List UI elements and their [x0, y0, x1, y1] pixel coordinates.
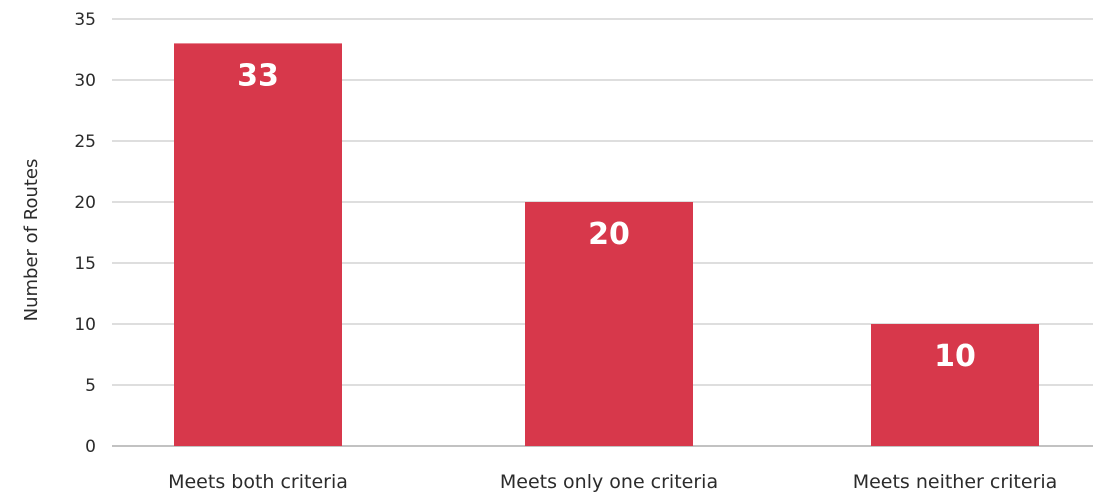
x-category-label: Meets both criteria	[168, 471, 348, 493]
bar	[174, 43, 342, 447]
data-labels: 33 20 10	[237, 58, 976, 374]
bar-value-label: 33	[237, 58, 279, 93]
x-category-label: Meets only one criteria	[500, 471, 718, 493]
y-tick-label: 25	[74, 132, 96, 152]
x-axis-categories: Meets both criteria Meets only one criter…	[168, 471, 1057, 493]
y-tick-label: 15	[74, 254, 96, 274]
y-tick-label: 20	[74, 193, 96, 213]
bar	[871, 324, 1039, 446]
bars	[174, 43, 1039, 447]
y-tick-label: 35	[74, 10, 96, 30]
bar	[525, 202, 693, 446]
bar-value-label: 20	[588, 217, 630, 252]
y-tick-label: 0	[85, 437, 96, 457]
y-axis-ticks: 0 5 10 15 20 25 30 35	[74, 10, 96, 457]
y-tick-label: 30	[74, 71, 96, 91]
y-tick-label: 5	[85, 376, 96, 396]
x-category-label: Meets neither criteria	[853, 471, 1058, 493]
y-axis-title: Number of Routes	[21, 159, 42, 322]
y-tick-label: 10	[74, 315, 96, 335]
bar-value-label: 10	[934, 339, 976, 374]
